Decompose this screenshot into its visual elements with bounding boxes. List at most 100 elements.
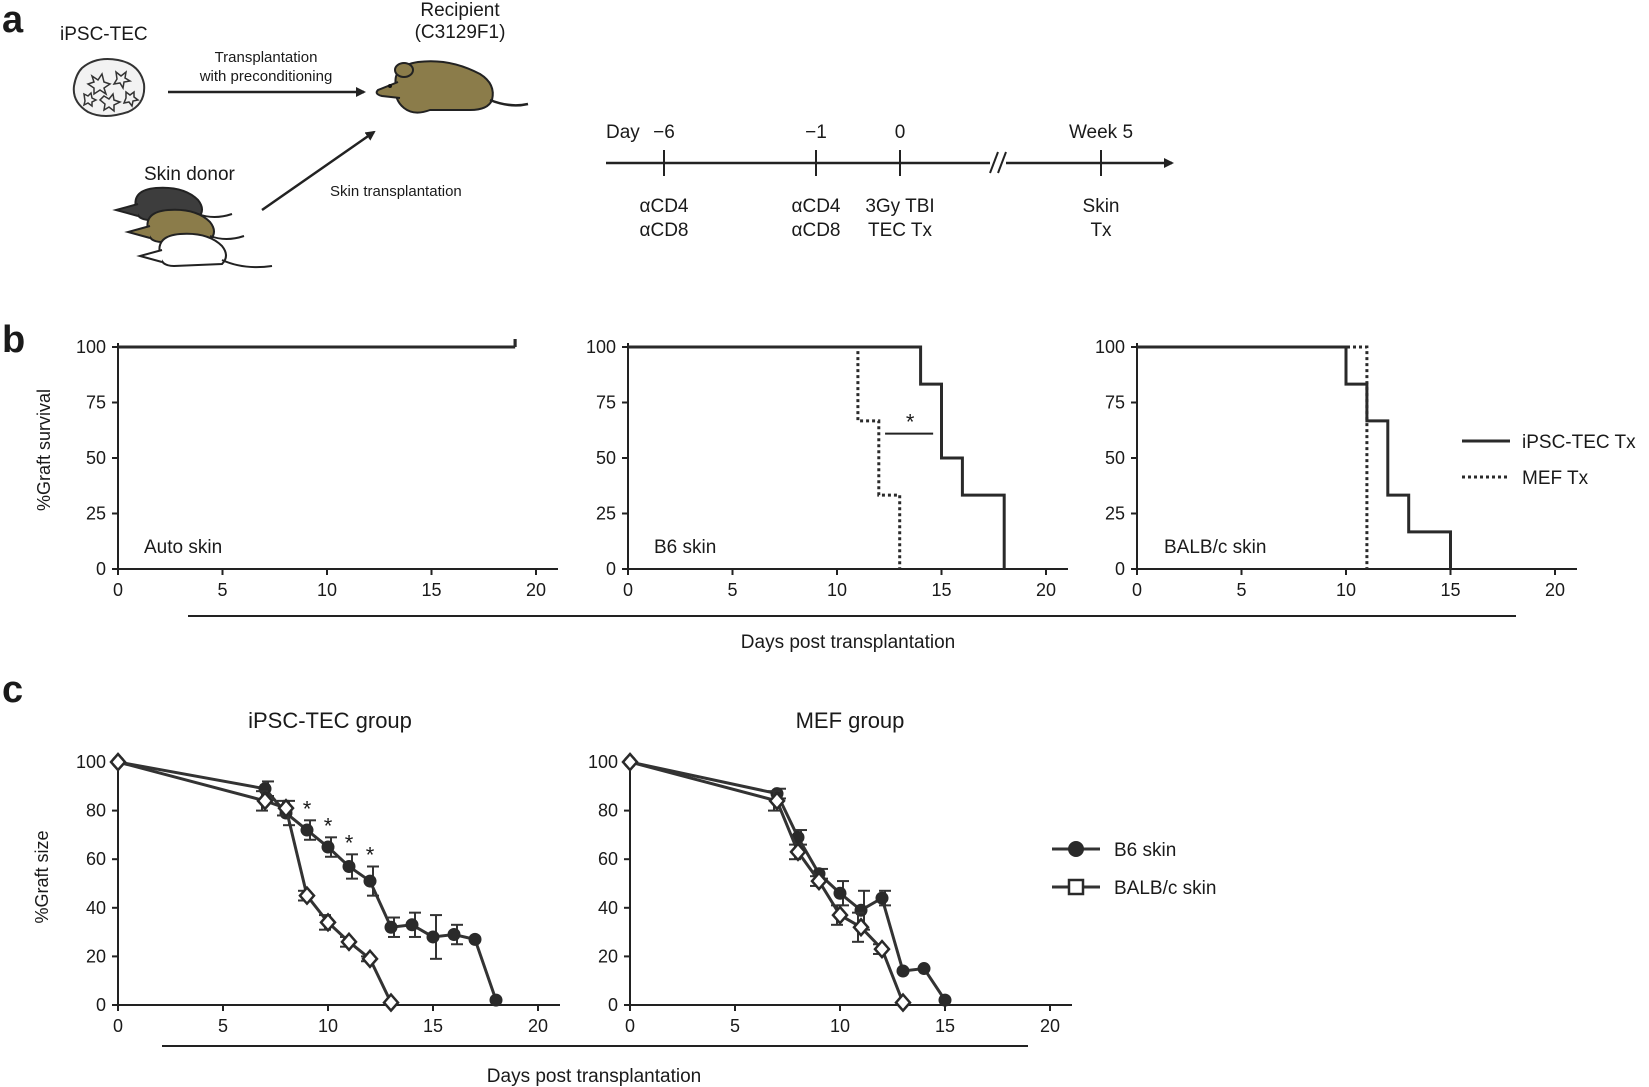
significance-star: * [366, 842, 375, 867]
transplant-label-1: Transplantation [215, 49, 318, 66]
timeline-event-label: Tx [1090, 220, 1112, 241]
data-point [873, 939, 891, 960]
schematic: iPSC-TEC Transplantation with preconditi… [60, 0, 529, 269]
data-point [489, 993, 503, 1007]
data-point [363, 874, 377, 888]
data-point [468, 932, 482, 946]
x-tick-label: 5 [1236, 580, 1246, 600]
ipsc-tec-label: iPSC-TEC [60, 24, 148, 45]
y-tick-label: 20 [86, 946, 106, 966]
survival-chart-1: 0 5 10 15 20 0 25 50 75 100 Auto skin [76, 337, 558, 600]
x-tick-label: 15 [421, 580, 441, 600]
data-point [894, 992, 912, 1013]
data-point [321, 840, 335, 854]
x-tick-label: 10 [1336, 580, 1356, 600]
x-tick-label: 15 [935, 1016, 955, 1036]
x-tick-label: 20 [1036, 580, 1056, 600]
x-tick-label: 0 [113, 580, 123, 600]
y-tick-label: 25 [1105, 504, 1125, 524]
data-point [405, 918, 419, 932]
data-point [277, 798, 295, 819]
timeline-event-label: αCD4 [640, 196, 689, 217]
data-point [875, 891, 889, 905]
recipient-mouse-icon [375, 60, 529, 114]
x-tick-label: 20 [526, 580, 546, 600]
recipient-label-2: (C3129F1) [415, 22, 506, 43]
size-xlabel: Days post transplantation [487, 1066, 701, 1087]
significance-star: * [324, 813, 333, 838]
data-point [319, 912, 337, 933]
x-tick-label: 15 [423, 1016, 443, 1036]
data-point [342, 859, 356, 873]
survival-ylabel: %Graft survival [34, 389, 54, 511]
timeline-tick-label: −1 [805, 122, 827, 143]
data-point [810, 871, 828, 891]
timeline-event-label: 3Gy TBI [865, 196, 934, 217]
x-tick-label: 20 [528, 1016, 548, 1036]
skin-donor-label: Skin donor [144, 164, 236, 185]
y-tick-label: 80 [598, 801, 618, 821]
timeline-tick-label: 0 [895, 122, 906, 143]
y-tick-label: 100 [588, 752, 618, 772]
data-point [298, 885, 316, 906]
legend-b6: B6 skin [1114, 840, 1176, 861]
legend-balbc: BALB/c skin [1114, 878, 1216, 899]
panel-label-b: b [2, 319, 25, 361]
timeline-event-label: TEC Tx [868, 220, 933, 241]
size-legend: B6 skin BALB/c skin [1052, 840, 1216, 899]
survival-xlabel: Days post transplantation [741, 632, 955, 653]
y-tick-label: 100 [76, 337, 106, 357]
chart-title: BALB/c skin [1164, 537, 1266, 558]
survival-chart-2: 0 5 10 15 20 0 25 50 75 100 B6 skin * [586, 337, 1068, 600]
data-point [789, 842, 807, 862]
chart-title: Auto skin [144, 537, 222, 558]
data-point [382, 992, 400, 1013]
km-curve-mef [1137, 345, 1369, 569]
series-b6 [623, 755, 952, 1007]
y-tick-label: 100 [586, 337, 616, 357]
data-point [340, 931, 358, 952]
y-tick-label: 75 [1105, 393, 1125, 413]
y-tick-label: 0 [96, 559, 106, 579]
transplant-label-2: with preconditioning [199, 68, 333, 85]
y-tick-label: 60 [598, 849, 618, 869]
data-point [854, 903, 868, 917]
x-tick-label: 20 [1545, 580, 1565, 600]
data-point [109, 752, 127, 772]
x-tick-label: 0 [623, 580, 633, 600]
y-tick-label: 25 [86, 504, 106, 524]
data-point [300, 823, 314, 837]
y-tick-label: 40 [86, 898, 106, 918]
data-point [768, 790, 786, 811]
legend-ipsc-tec: iPSC-TEC Tx [1522, 432, 1636, 453]
data-point [938, 993, 952, 1007]
y-tick-label: 0 [606, 559, 616, 579]
y-tick-label: 20 [598, 946, 618, 966]
y-tick-label: 0 [608, 995, 618, 1015]
data-point [831, 905, 849, 925]
data-point [256, 790, 274, 811]
data-point [361, 948, 379, 969]
y-tick-label: 100 [76, 752, 106, 772]
data-point [384, 920, 398, 934]
x-tick-label: 5 [727, 580, 737, 600]
x-tick-label: 0 [1132, 580, 1142, 600]
timeline-day-label: Day [606, 122, 640, 143]
y-tick-label: 75 [596, 393, 616, 413]
chart-title: B6 skin [654, 537, 716, 558]
y-tick-label: 25 [596, 504, 616, 524]
x-tick-label: 15 [931, 580, 951, 600]
timeline-tick-label: −6 [653, 122, 675, 143]
significance-star: * [303, 796, 312, 821]
series-line [629, 760, 905, 1004]
series-balbc [621, 752, 912, 1013]
legend-mef: MEF Tx [1522, 468, 1589, 489]
x-tick-label: 0 [625, 1016, 635, 1036]
recipient-label-1: Recipient [420, 0, 500, 21]
data-point [917, 962, 931, 976]
x-tick-label: 20 [1040, 1016, 1060, 1036]
y-tick-label: 0 [96, 995, 106, 1015]
